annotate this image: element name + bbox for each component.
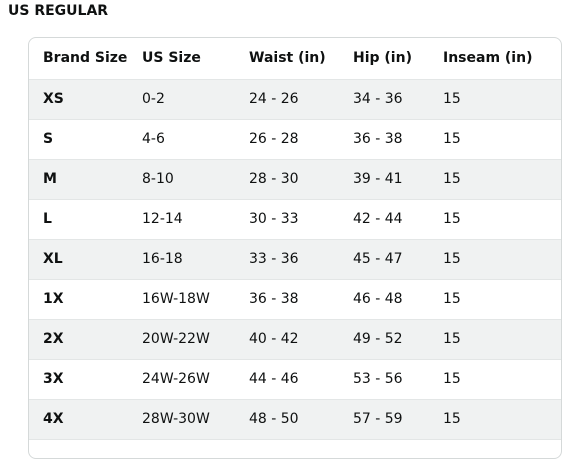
table-cell: 12-14 [142,199,249,240]
table-cell: 33 - 36 [249,239,353,280]
table-cell: 16W-18W [142,279,249,320]
table-cell: 4X [29,399,142,440]
table-cell: 26 - 28 [249,119,353,160]
table-cell: 24W-26W [142,359,249,400]
table-cell: 15 [443,399,561,440]
table-cell: 15 [443,239,561,280]
table-row: XL 16-18 33 - 36 45 - 47 15 [29,239,561,280]
table-cell: 15 [443,199,561,240]
table-row: L 12-14 30 - 33 42 - 44 15 [29,199,561,240]
table-cell: 44 - 46 [249,359,353,400]
table-cell: 20W-22W [142,319,249,360]
header-cell: Waist (in) [249,38,353,80]
table-cell: 39 - 41 [353,159,443,200]
table-cell: XS [29,79,142,120]
table-header: Brand Size US Size Waist (in) Hip (in) Insea… [29,38,561,80]
table-cell: 48 - 50 [249,399,353,440]
table-cell: 8-10 [142,159,249,200]
table-body: XS 0-2 24 - 26 34 - 36 15 S 4-6 26 - 28 36 - 38 1… [29,79,561,440]
table-row: 3X 24W-26W 44 - 46 53 - 56 15 [29,359,561,400]
page: US REGULAR Brand Size US Size Waist (in) Hi… [8,3,562,459]
table-cell: 28W-30W [142,399,249,440]
table-cell: 2X [29,319,142,360]
header-cell: US Size [142,38,249,80]
table-cell: 1X [29,279,142,320]
table-cell: 15 [443,359,561,400]
table-title: US REGULAR [8,3,109,19]
table-cell: 34 - 36 [353,79,443,120]
table-cell: 45 - 47 [353,239,443,280]
table-cell: 15 [443,79,561,120]
table-cell: 57 - 59 [353,399,443,440]
table-row: XS 0-2 24 - 26 34 - 36 15 [29,79,561,120]
table-row: M 8-10 28 - 30 39 - 41 15 [29,159,561,200]
size-table-container: Brand Size US Size Waist (in) Hip (in) Insea… [28,37,562,459]
table-cell: 15 [443,119,561,160]
table-cell: 46 - 48 [353,279,443,320]
table-cell: 30 - 33 [249,199,353,240]
header-row: Brand Size US Size Waist (in) Hip (in) Insea… [29,38,561,80]
table-cell: M [29,159,142,200]
table-cell: 49 - 52 [353,319,443,360]
table-cell: 42 - 44 [353,199,443,240]
header-cell: Brand Size [29,38,142,80]
table-cell: 28 - 30 [249,159,353,200]
table-row: S 4-6 26 - 28 36 - 38 15 [29,119,561,160]
table-cell: 16-18 [142,239,249,280]
table-row: 1X 16W-18W 36 - 38 46 - 48 15 [29,279,561,320]
table-cell: 53 - 56 [353,359,443,400]
table-cell: 15 [443,279,561,320]
table-cell: 4-6 [142,119,249,160]
table-cell: 0-2 [142,79,249,120]
header-cell: Hip (in) [353,38,443,80]
table-cell: 24 - 26 [249,79,353,120]
table-cell: 15 [443,319,561,360]
table-cell: 3X [29,359,142,400]
table-cell: 36 - 38 [249,279,353,320]
table-cell: S [29,119,142,160]
table-cell: L [29,199,142,240]
size-table: Brand Size US Size Waist (in) Hip (in) Insea… [29,38,561,440]
table-row: 2X 20W-22W 40 - 42 49 - 52 15 [29,319,561,360]
table-cell: 36 - 38 [353,119,443,160]
table-cell: 15 [443,159,561,200]
header-cell: Inseam (in) [443,38,561,80]
table-cell: XL [29,239,142,280]
table-cell: 40 - 42 [249,319,353,360]
table-row: 4X 28W-30W 48 - 50 57 - 59 15 [29,399,561,440]
